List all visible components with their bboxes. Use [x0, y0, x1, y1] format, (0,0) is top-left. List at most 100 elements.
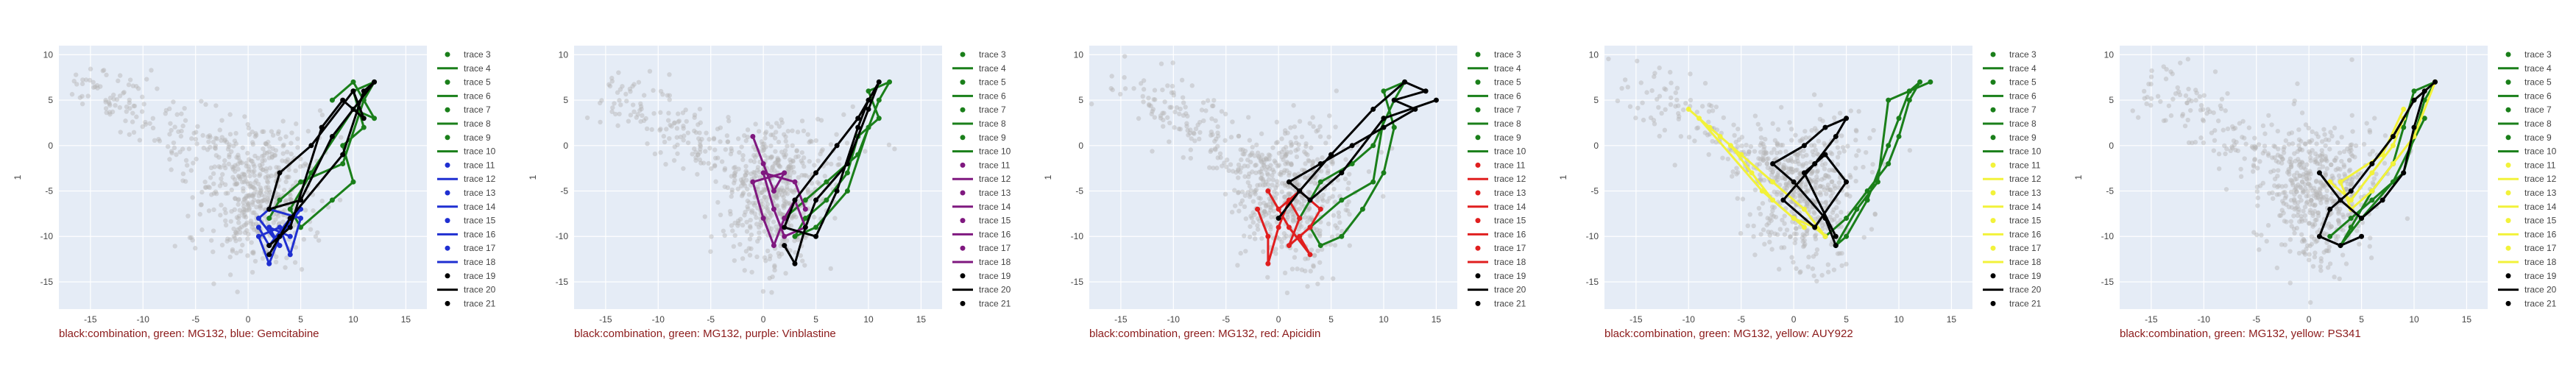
legend-item[interactable]: trace 5 — [960, 77, 1007, 88]
legend-item[interactable]: trace 7 — [1475, 105, 1522, 115]
legend-item[interactable]: trace 15 — [960, 216, 1011, 226]
legend-item[interactable]: trace 18 — [1468, 257, 1526, 267]
legend-item[interactable]: trace 16 — [1983, 229, 2042, 239]
legend-item[interactable]: trace 10 — [437, 146, 496, 157]
legend-item[interactable]: trace 20 — [952, 285, 1011, 295]
legend-item[interactable]: trace 13 — [960, 188, 1011, 198]
legend-item[interactable]: trace 21 — [1990, 298, 2042, 308]
legend-item[interactable]: trace 10 — [1468, 146, 1526, 157]
legend[interactable]: trace 3 trace 4 trace 5 trace 6 trace 7 trace… — [952, 49, 1011, 308]
legend-item[interactable]: trace 14 — [437, 202, 496, 212]
legend-item[interactable]: trace 19 — [1475, 271, 1526, 281]
legend-item[interactable]: trace 5 — [2505, 77, 2552, 88]
legend-item[interactable]: trace 6 — [952, 91, 1006, 101]
legend[interactable]: trace 3 trace 4 trace 5 trace 6 trace 7 trace… — [1468, 49, 1526, 308]
legend-item[interactable]: trace 12 — [437, 174, 496, 184]
legend-item[interactable]: trace 20 — [2498, 285, 2557, 295]
legend-item[interactable]: trace 7 — [2505, 105, 2552, 115]
legend-item[interactable]: trace 10 — [2498, 146, 2557, 157]
legend-item[interactable]: trace 15 — [2505, 216, 2557, 226]
legend-item[interactable]: trace 13 — [445, 188, 496, 198]
legend-item[interactable]: trace 19 — [2505, 271, 2557, 281]
legend-item[interactable]: trace 15 — [1475, 216, 1526, 226]
legend-item[interactable]: trace 16 — [952, 229, 1011, 239]
legend-item[interactable]: trace 18 — [1983, 257, 2042, 267]
legend-item[interactable]: trace 17 — [445, 243, 496, 253]
legend-item[interactable]: trace 9 — [1475, 132, 1522, 143]
legend-item[interactable]: trace 17 — [2505, 243, 2557, 253]
legend-item[interactable]: trace 7 — [445, 105, 492, 115]
legend-item[interactable]: trace 21 — [445, 298, 496, 308]
legend-item[interactable]: trace 11 — [1475, 160, 1526, 170]
legend-item[interactable]: trace 10 — [1983, 146, 2042, 157]
legend-item[interactable]: trace 18 — [952, 257, 1011, 267]
legend-item[interactable]: trace 3 — [1990, 49, 2037, 60]
legend-item[interactable]: trace 19 — [1990, 271, 2042, 281]
legend-item[interactable]: trace 6 — [437, 91, 491, 101]
legend-item[interactable]: trace 5 — [1475, 77, 1522, 88]
legend-item[interactable]: trace 6 — [1983, 91, 2037, 101]
legend-item[interactable]: trace 4 — [2498, 63, 2552, 74]
legend-item[interactable]: trace 14 — [952, 202, 1011, 212]
legend-item[interactable]: trace 20 — [437, 285, 496, 295]
legend-item[interactable]: trace 12 — [952, 174, 1011, 184]
legend-item[interactable]: trace 9 — [2505, 132, 2552, 143]
legend-item[interactable]: trace 18 — [2498, 257, 2557, 267]
legend-item[interactable]: trace 21 — [960, 298, 1011, 308]
legend-item[interactable]: trace 6 — [1468, 91, 1521, 101]
legend-item[interactable]: trace 13 — [2505, 188, 2557, 198]
legend[interactable]: trace 3 trace 4 trace 5 trace 6 trace 7 trace… — [1983, 49, 2042, 308]
legend-item[interactable]: trace 9 — [445, 132, 492, 143]
legend-item[interactable]: trace 5 — [1990, 77, 2037, 88]
legend-item[interactable]: trace 5 — [445, 77, 492, 88]
legend-item[interactable]: trace 8 — [2498, 118, 2552, 129]
legend-item[interactable]: trace 14 — [2498, 202, 2557, 212]
legend-item[interactable]: trace 10 — [952, 146, 1011, 157]
legend-item[interactable]: trace 6 — [2498, 91, 2552, 101]
legend-item[interactable]: trace 13 — [1475, 188, 1526, 198]
legend-item[interactable]: trace 14 — [1468, 202, 1526, 212]
legend-item[interactable]: trace 3 — [2505, 49, 2552, 60]
legend-item[interactable]: trace 3 — [445, 49, 492, 60]
legend-item[interactable]: trace 8 — [1983, 118, 2037, 129]
legend-item[interactable]: trace 19 — [960, 271, 1011, 281]
legend-item[interactable]: trace 17 — [960, 243, 1011, 253]
legend-item[interactable]: trace 8 — [952, 118, 1006, 129]
legend-item[interactable]: trace 9 — [1990, 132, 2037, 143]
legend-item[interactable]: trace 8 — [437, 118, 491, 129]
legend-item[interactable]: trace 11 — [2505, 160, 2556, 170]
legend-item[interactable]: trace 21 — [1475, 298, 1526, 308]
legend-item[interactable]: trace 8 — [1468, 118, 1521, 129]
legend-item[interactable]: trace 4 — [1468, 63, 1521, 74]
legend-item[interactable]: trace 20 — [1468, 285, 1526, 295]
legend-item[interactable]: trace 17 — [1475, 243, 1526, 253]
legend-item[interactable]: trace 12 — [2498, 174, 2557, 184]
legend-item[interactable]: trace 12 — [1983, 174, 2042, 184]
legend[interactable]: trace 3 trace 4 trace 5 trace 6 trace 7 trace… — [2498, 49, 2557, 308]
legend-item[interactable]: trace 15 — [445, 216, 496, 226]
legend-item[interactable]: trace 4 — [1983, 63, 2037, 74]
legend-item[interactable]: trace 16 — [2498, 229, 2557, 239]
legend-item[interactable]: trace 7 — [1990, 105, 2037, 115]
legend-item[interactable]: trace 16 — [437, 229, 496, 239]
legend-item[interactable]: trace 17 — [1990, 243, 2042, 253]
legend-item[interactable]: trace 3 — [1475, 49, 1522, 60]
legend-item[interactable]: trace 4 — [952, 63, 1006, 74]
legend-item[interactable]: trace 7 — [960, 105, 1007, 115]
legend-item[interactable]: trace 20 — [1983, 285, 2042, 295]
legend-item[interactable]: trace 11 — [445, 160, 495, 170]
legend-item[interactable]: trace 3 — [960, 49, 1007, 60]
legend-item[interactable]: trace 18 — [437, 257, 496, 267]
legend-item[interactable]: trace 21 — [2505, 298, 2557, 308]
legend[interactable]: trace 3 trace 4 trace 5 trace 6 trace 7 trace… — [437, 49, 496, 308]
legend-item[interactable]: trace 11 — [960, 160, 1011, 170]
legend-item[interactable]: trace 19 — [445, 271, 496, 281]
legend-item[interactable]: trace 14 — [1983, 202, 2042, 212]
legend-item[interactable]: trace 13 — [1990, 188, 2042, 198]
legend-item[interactable]: trace 11 — [1990, 160, 2041, 170]
legend-item[interactable]: trace 12 — [1468, 174, 1526, 184]
legend-item[interactable]: trace 16 — [1468, 229, 1526, 239]
legend-item[interactable]: trace 9 — [960, 132, 1007, 143]
legend-item[interactable]: trace 4 — [437, 63, 491, 74]
legend-item[interactable]: trace 15 — [1990, 216, 2042, 226]
